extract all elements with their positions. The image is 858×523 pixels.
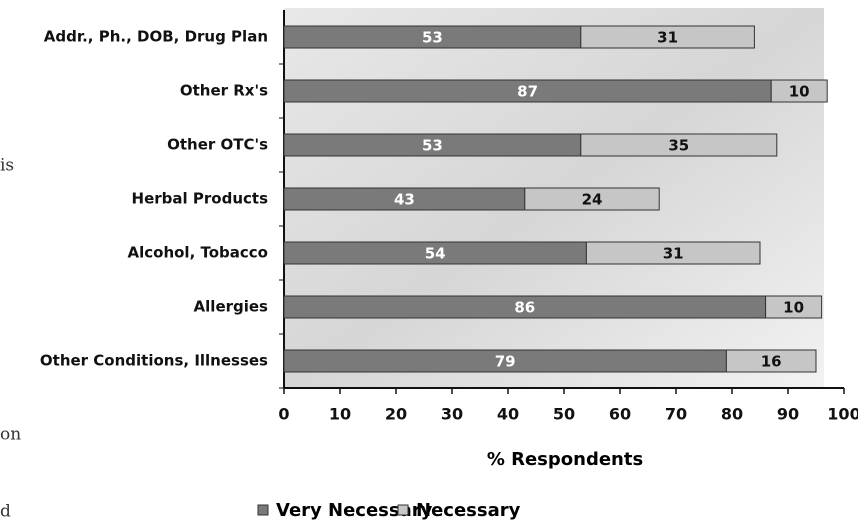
data-label: 24 (582, 191, 603, 209)
data-label: 10 (789, 83, 810, 101)
x-tick-label: 80 (721, 405, 743, 424)
x-tick-label: 0 (278, 405, 289, 424)
x-tick-label: 70 (665, 405, 687, 424)
x-tick-label: 20 (385, 405, 407, 424)
x-tick-label: 60 (609, 405, 631, 424)
x-axis-label: % Respondents (487, 449, 643, 470)
data-label: 53 (422, 137, 443, 155)
x-tick-label: 40 (497, 405, 519, 424)
data-label: 87 (517, 83, 538, 101)
category-label: Herbal Products (132, 190, 269, 208)
data-label: 79 (495, 353, 516, 371)
data-label: 35 (668, 137, 689, 155)
x-tick-label: 50 (553, 405, 575, 424)
bar-segment (765, 295, 823, 319)
x-tick-label: 100 (827, 405, 858, 424)
data-label: 16 (761, 353, 782, 371)
data-label: 31 (657, 29, 678, 47)
data-label: 53 (422, 29, 443, 47)
category-label: Allergies (194, 298, 269, 316)
bar-segment (585, 241, 761, 265)
category-label: Addr., Ph., DOB, Drug Plan (44, 28, 268, 46)
legend-swatch (257, 504, 269, 516)
bar-segment (580, 133, 778, 157)
bar-segment (524, 187, 660, 211)
side-text: on (0, 425, 21, 445)
bar-segment (580, 25, 755, 49)
legend-label: Very Necessary (276, 500, 433, 521)
data-label: 54 (425, 245, 446, 263)
x-tick-label: 10 (329, 405, 351, 424)
x-tick-label: 90 (777, 405, 799, 424)
legend-label: Necessary (416, 500, 521, 521)
data-label: 43 (394, 191, 415, 209)
category-label: Other Conditions, Illnesses (40, 352, 268, 370)
side-text: d (0, 502, 11, 522)
data-label: 31 (663, 245, 684, 263)
bar-segment (725, 349, 817, 373)
category-label: Other Rx's (180, 82, 268, 100)
bar-segment (770, 79, 828, 103)
data-label: 10 (783, 299, 804, 317)
data-label: 86 (514, 299, 535, 317)
x-tick-label: 30 (441, 405, 463, 424)
side-text: is (0, 156, 14, 176)
category-label: Alcohol, Tobacco (128, 244, 269, 262)
legend-swatch (397, 504, 409, 516)
category-label: Other OTC's (167, 136, 268, 154)
